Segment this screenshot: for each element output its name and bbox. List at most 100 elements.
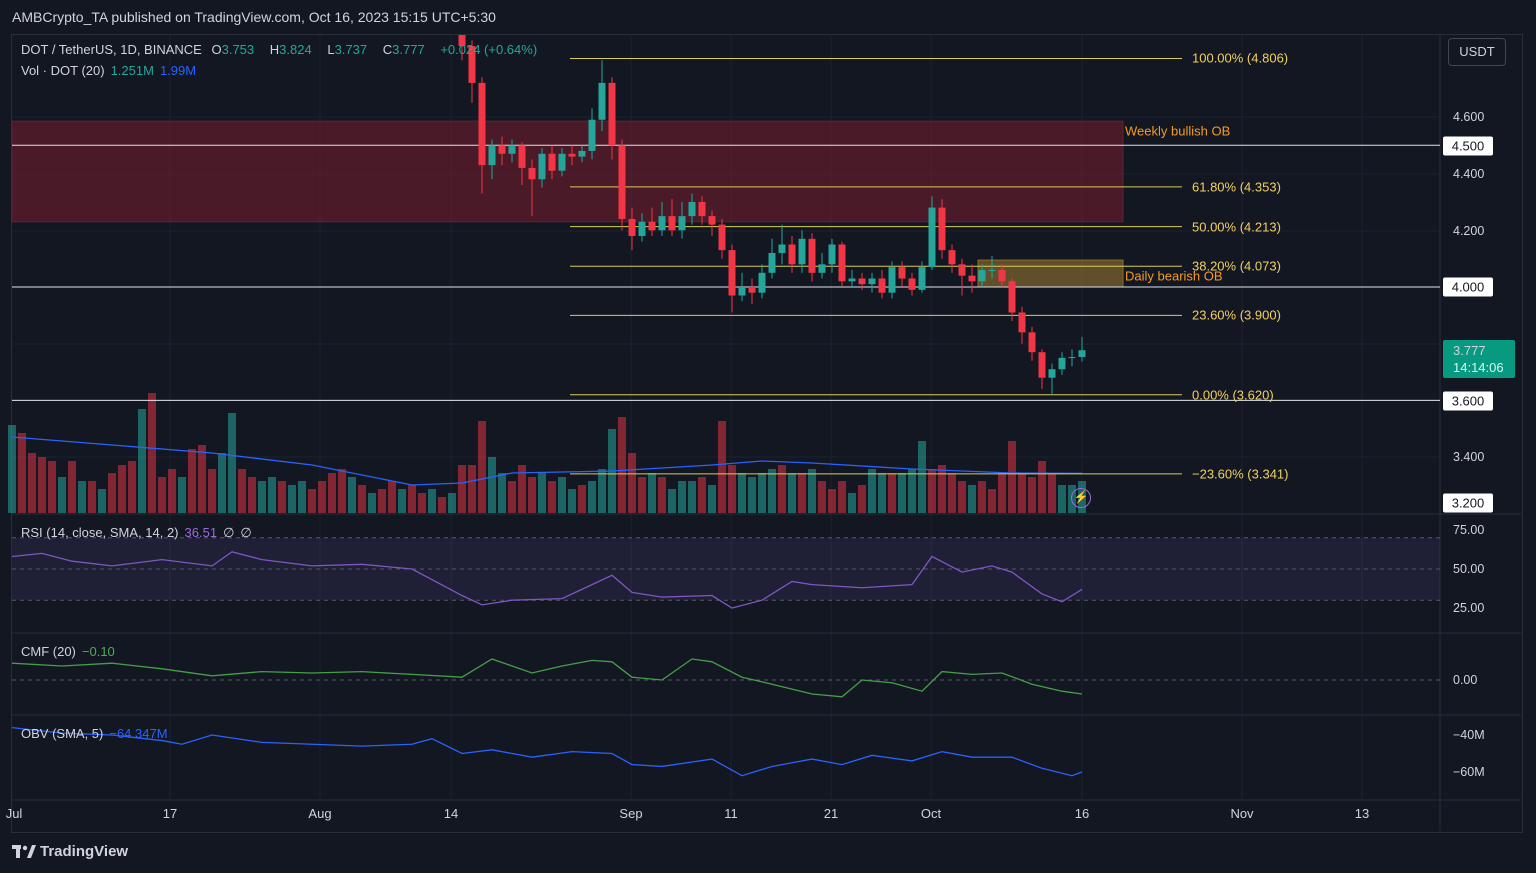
volume-bar (28, 453, 36, 513)
volume-bar (408, 485, 416, 513)
volume-bar (178, 477, 186, 513)
volume-bar (348, 477, 356, 513)
candle-body (618, 145, 626, 219)
fib-level-label: 23.60% (3.900) (1192, 307, 1281, 323)
volume-bar (918, 441, 926, 513)
volume-bar (378, 489, 386, 513)
volume-bar (148, 393, 156, 513)
rsi-legend[interactable]: RSI (14, close, SMA, 14, 2) 36.51 ∅ ∅ (21, 525, 258, 541)
price-line-label: 4.000 (1443, 277, 1493, 297)
cmf-legend[interactable]: CMF (20) −0.10 (21, 644, 121, 659)
fib-level-label: 100.00% (4.806) (1192, 50, 1289, 66)
volume-legend[interactable]: Vol · DOT (20) 1.251M 1.99M (21, 63, 202, 78)
volume-bar (598, 469, 606, 513)
candle-body (678, 216, 686, 231)
volume-bar (238, 469, 246, 513)
close-value: 3.777 (392, 42, 425, 57)
volume-bar (778, 465, 786, 513)
rsi-tick: 25.00 (1453, 601, 1485, 615)
candle-body (788, 244, 796, 265)
volume-bar (828, 489, 836, 513)
obv-line (11, 726, 1083, 777)
volume-bar (128, 461, 136, 513)
volume-bar (308, 489, 316, 513)
volume-bar (88, 481, 96, 513)
candle-body (508, 145, 516, 154)
volume-bar (1048, 473, 1056, 513)
volume-bar (318, 481, 326, 513)
cmf-line (11, 658, 1083, 698)
fib-level-label: 0.00% (3.620) (1192, 387, 1274, 403)
volume-bar (618, 417, 626, 513)
candle-body (638, 221, 646, 236)
volume-bar (1018, 473, 1026, 513)
bar-countdown: 14:14:06 (1453, 360, 1504, 375)
volume-bar (1028, 477, 1036, 513)
volume-bar (948, 473, 956, 513)
candle-body (498, 145, 506, 154)
volume-bar (848, 493, 856, 513)
rsi-tick: 50.00 (1453, 562, 1485, 576)
symbol-name[interactable]: DOT / TetherUS, 1D, BINANCE (21, 42, 202, 57)
obv-tick: −40M (1453, 728, 1485, 742)
lightning-icon[interactable]: ⚡ (1071, 488, 1091, 508)
open-label: O (211, 42, 222, 57)
tradingview-logo[interactable]: TradingView (12, 843, 128, 860)
candle-body (708, 216, 716, 225)
candle-body (918, 267, 926, 290)
volume-bar (198, 445, 206, 513)
time-tick: Jul (5, 806, 23, 821)
candle-body (628, 218, 636, 236)
symbol-legend[interactable]: DOT / TetherUS, 1D, BINANCE O3.753 H3.82… (21, 42, 543, 57)
close-label: C (382, 42, 393, 57)
publish-info: AMBCrypto_TA published on TradingView.co… (12, 9, 496, 25)
candle-body (958, 264, 966, 276)
candle-body (1038, 352, 1046, 378)
volume-bar (298, 481, 306, 513)
volume-bar (568, 489, 576, 513)
volume-bar (758, 473, 766, 513)
candle-body (1048, 369, 1056, 378)
volume-bar (798, 473, 806, 513)
candle-body (449, 0, 456, 9)
rsi-line (11, 551, 1083, 609)
candle-body (568, 153, 576, 157)
obv-legend[interactable]: OBV (SMA, 5) −64.347M (21, 726, 174, 741)
volume-bar (808, 469, 816, 513)
volume-bar (258, 481, 266, 513)
candle-body (1008, 281, 1016, 313)
volume-bar (498, 473, 506, 513)
volume-bar (508, 481, 516, 513)
time-tick: Sep (619, 806, 643, 821)
candle-body (578, 150, 586, 157)
cmf-label: CMF (20) (21, 644, 76, 659)
volume-bar (168, 469, 176, 513)
candle-body (1058, 357, 1066, 370)
rsi-na-2: ∅ (240, 525, 252, 540)
volume-bar (218, 453, 226, 513)
fib-level-label: 61.80% (4.353) (1192, 179, 1281, 195)
candle-body (938, 207, 946, 251)
candle-body (558, 153, 566, 171)
candle-body (528, 167, 536, 180)
low-value: 3.737 (334, 42, 368, 57)
volume-bar (858, 485, 866, 513)
candle-body (688, 201, 696, 217)
volume-bar (528, 477, 536, 513)
candle-body (468, 46, 476, 83)
candle-body (608, 82, 616, 146)
volume-bar (38, 457, 46, 513)
candle-body (808, 238, 816, 273)
volume-bar (1038, 461, 1046, 513)
volume-bar (358, 485, 366, 513)
candle-body (798, 238, 806, 265)
volume-bar (518, 465, 526, 513)
fib-level-label: −23.60% (3.341) (1192, 466, 1289, 482)
candle-body (458, 35, 466, 47)
candle-body (858, 278, 866, 285)
candle-body (888, 267, 896, 293)
volume-bar (908, 469, 916, 513)
currency-button[interactable]: USDT (1448, 38, 1506, 66)
candle-body (818, 264, 826, 273)
